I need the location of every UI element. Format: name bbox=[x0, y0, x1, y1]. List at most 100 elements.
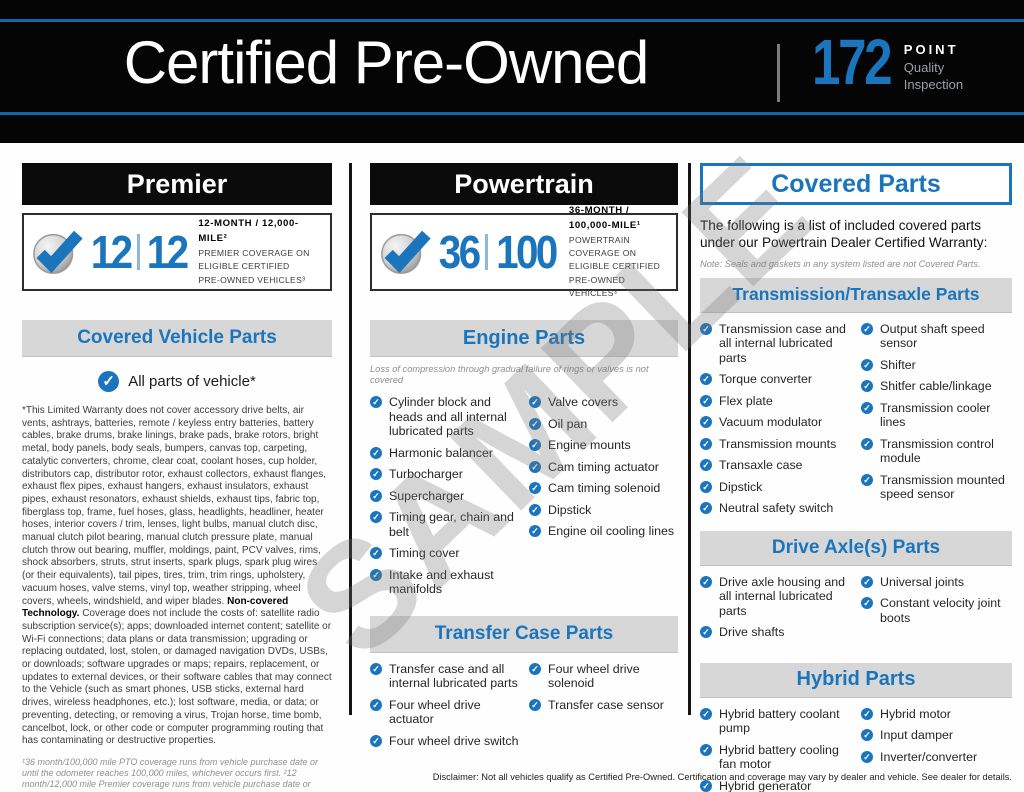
list-item: ✓ Output shaft speed sensor bbox=[861, 322, 1012, 351]
list-item-label: Hybrid motor bbox=[880, 706, 951, 721]
check-icon: ✓ bbox=[700, 480, 712, 493]
transmission-parts-left: ✓ Transmission case and all internal lubr… bbox=[700, 322, 851, 523]
inspection-label: Inspection bbox=[903, 77, 964, 93]
seals-gaskets-note: Note: Seals and gaskets in any system li… bbox=[700, 258, 981, 269]
check-icon: ✓ bbox=[700, 394, 712, 407]
warranty-fine-print: *This Limited Warranty does not cover ac… bbox=[22, 405, 332, 747]
check-icon: ✓ bbox=[861, 575, 873, 588]
list-item: ✓ Constant velocity joint boots bbox=[861, 596, 1012, 625]
list-item-label: Transfer case sensor bbox=[548, 697, 664, 712]
powertrain-header: Powertrain bbox=[370, 163, 678, 205]
check-icon: ✓ bbox=[370, 662, 382, 675]
check-icon: ✓ bbox=[370, 489, 382, 502]
list-item-label: Constant velocity joint boots bbox=[880, 596, 1001, 625]
list-item: ✓ Four wheel drive switch bbox=[370, 734, 519, 749]
check-icon: ✓ bbox=[700, 416, 712, 429]
list-item: ✓ Transmission mounted speed sensor bbox=[861, 473, 1012, 502]
list-item: ✓ Dipstick bbox=[529, 503, 678, 518]
list-item-label: Hybrid battery cooling fan motor bbox=[719, 742, 839, 772]
list-item-label: Shifter bbox=[880, 357, 916, 372]
check-icon: ✓ bbox=[529, 460, 541, 473]
list-item: ✓ Shitfer cable/linkage bbox=[861, 379, 1012, 394]
list-item: ✓ Cam timing actuator bbox=[529, 460, 678, 475]
list-item-label: Transmission cooler lines bbox=[880, 400, 991, 430]
list-item: ✓ Timing cover bbox=[370, 546, 519, 561]
list-item: ✓ Transmission cooler lines bbox=[861, 401, 1012, 430]
transfer-parts-left: ✓ Transfer case and all internal lubricat… bbox=[370, 662, 519, 756]
header-band: Certified Pre-Owned 172 POINT Quality In… bbox=[0, 0, 1024, 143]
list-item: ✓ Oil pan bbox=[529, 417, 678, 432]
list-item: ✓ Timing gear, chain and belt bbox=[370, 510, 519, 539]
hybrid-parts-bar: Hybrid Parts bbox=[700, 662, 1012, 698]
list-item: ✓ Cylinder block and heads and all intern… bbox=[370, 395, 519, 439]
check-icon: ✓ bbox=[98, 371, 120, 392]
column-divider bbox=[688, 163, 691, 715]
covered-parts-column: Covered Parts The following is a list of… bbox=[700, 163, 1012, 792]
check-icon: ✓ bbox=[529, 396, 541, 409]
badge-months: 12 bbox=[90, 226, 133, 278]
list-item-label: Hybrid generator bbox=[719, 778, 812, 792]
check-icon: ✓ bbox=[861, 597, 873, 610]
points-label: POINT bbox=[903, 42, 959, 57]
engine-parts-bar: Engine Parts bbox=[370, 320, 678, 357]
list-item: ✓ Cam timing solenoid bbox=[529, 481, 678, 496]
list-item: ✓ Universal joints bbox=[861, 575, 1012, 590]
all-parts-label: All parts of vehicle* bbox=[128, 373, 256, 390]
check-icon: ✓ bbox=[700, 459, 712, 472]
check-icon: ✓ bbox=[700, 322, 712, 335]
list-item-label: Four wheel drive solenoid bbox=[548, 661, 640, 691]
list-item: ✓ Hybrid battery coolant pump bbox=[700, 707, 851, 736]
list-item-label: Transmission mounts bbox=[719, 436, 837, 451]
check-icon: ✓ bbox=[700, 743, 712, 756]
list-item-label: Timing gear, chain and belt bbox=[389, 510, 514, 539]
drive-axle-parts-left: ✓ Drive axle housing and all internal lub… bbox=[700, 575, 851, 655]
list-item-label: Inverter/converter bbox=[880, 749, 978, 764]
list-item: ✓ Valve covers bbox=[529, 395, 678, 410]
check-icon: ✓ bbox=[700, 373, 712, 386]
list-item: ✓ Hybrid battery cooling fan motor bbox=[700, 743, 851, 772]
list-item: ✓ Harmonic balancer bbox=[370, 446, 519, 461]
check-icon: ✓ bbox=[370, 511, 382, 524]
list-item-label: Valve covers bbox=[548, 395, 619, 410]
list-item-label: Vacuum modulator bbox=[719, 415, 823, 430]
list-item-label: Four wheel drive switch bbox=[389, 733, 519, 748]
quality-label: Quality bbox=[903, 59, 945, 75]
list-item: ✓ Shifter bbox=[861, 358, 1012, 373]
list-item: ✓ Engine mounts bbox=[529, 438, 678, 453]
check-icon: ✓ bbox=[700, 502, 712, 515]
header-divider bbox=[777, 44, 780, 102]
check-icon: ✓ bbox=[529, 482, 541, 495]
list-item: ✓ Hybrid motor bbox=[861, 707, 1012, 722]
premier-coverage-badge: 12 12 12-MONTH / 12,000-MILE² PREMIER CO… bbox=[22, 213, 332, 291]
check-icon: ✓ bbox=[370, 698, 382, 711]
list-item: ✓ Transfer case and all internal lubricat… bbox=[370, 662, 519, 691]
check-icon: ✓ bbox=[700, 707, 712, 720]
list-item-label: Dipstick bbox=[719, 479, 763, 494]
check-icon: ✓ bbox=[370, 446, 382, 459]
list-item-label: Turbocharger bbox=[389, 467, 463, 482]
check-icon: ✓ bbox=[700, 626, 712, 639]
check-icon: ✓ bbox=[861, 380, 873, 393]
all-parts-row: ✓ All parts of vehicle* bbox=[22, 371, 332, 392]
list-item-label: Cam timing actuator bbox=[548, 459, 659, 474]
check-icon: ✓ bbox=[861, 473, 873, 486]
list-item: ✓ Intake and exhaust manifolds bbox=[370, 568, 519, 597]
blue-pinstripe-top bbox=[0, 19, 1024, 22]
transfer-case-parts-bar: Transfer Case Parts bbox=[370, 615, 678, 653]
check-icon: ✓ bbox=[370, 568, 382, 581]
check-icon: ✓ bbox=[529, 503, 541, 516]
covered-vehicle-parts-bar: Covered Vehicle Parts bbox=[22, 320, 332, 357]
badge-caption: 12-MONTH / 12,000-MILE² PREMIER COVERAGE… bbox=[198, 218, 310, 285]
list-item: ✓ Neutral safety switch bbox=[700, 501, 851, 516]
list-item-label: Flex plate bbox=[719, 393, 773, 408]
list-item-label: Supercharger bbox=[389, 488, 465, 503]
checkmark-medal-icon bbox=[33, 230, 83, 274]
check-icon: ✓ bbox=[700, 437, 712, 450]
check-icon: ✓ bbox=[529, 439, 541, 452]
premier-header: Premier bbox=[22, 163, 332, 205]
list-item-label: Intake and exhaust manifolds bbox=[389, 567, 494, 597]
check-icon: ✓ bbox=[370, 468, 382, 481]
check-icon: ✓ bbox=[700, 575, 712, 588]
powertrain-coverage-badge: 36 100 36-MONTH / 100,000-MILE¹ POWERTRA… bbox=[370, 205, 678, 298]
